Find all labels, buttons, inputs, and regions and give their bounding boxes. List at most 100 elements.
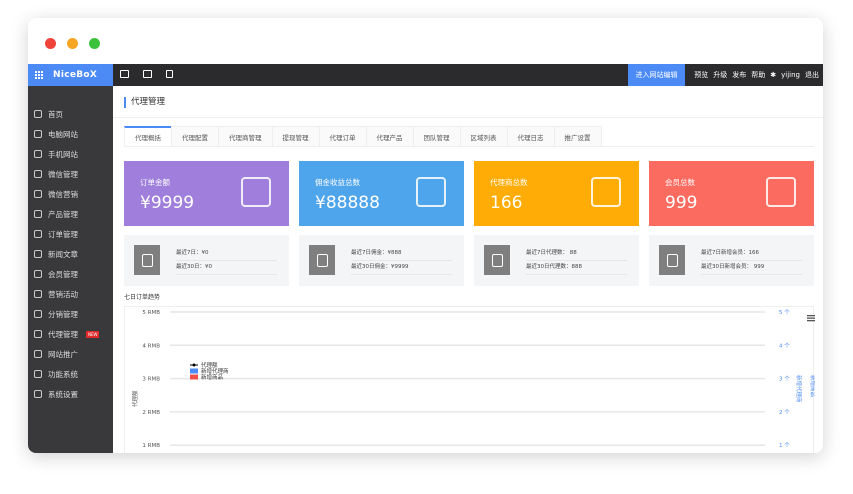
sidebar-item-label: 功能系统	[48, 369, 78, 379]
preview-link[interactable]: 预览	[694, 71, 709, 79]
chart-menu-icon[interactable]	[807, 315, 816, 317]
legend-label[interactable]: 代理额	[201, 361, 218, 369]
tab[interactable]: 代理概括	[124, 126, 172, 146]
monitor-icon	[34, 130, 42, 138]
y-tick-label: 4 RMB	[142, 343, 160, 349]
stat-value: ¥88888	[315, 193, 380, 213]
tab[interactable]: 代理配置	[171, 126, 219, 146]
y2-tick-label: 1 个	[779, 442, 790, 449]
sidebar-item[interactable]: 营销活动	[28, 284, 113, 304]
page-title: 代理管理	[124, 97, 165, 108]
tab[interactable]: 代理商管理	[218, 126, 273, 146]
tablet-icon[interactable]	[143, 70, 152, 78]
user-icon	[34, 270, 42, 278]
stat-value: 999	[665, 193, 698, 213]
sidebar-item[interactable]: 首页	[28, 104, 113, 124]
new-badge: NEW	[86, 330, 100, 338]
y2-tick-label: 3 个	[779, 376, 790, 383]
chart-icon	[34, 350, 42, 358]
sidebar-item-label: 营销活动	[48, 289, 78, 299]
tab[interactable]: 区域列表	[459, 126, 508, 146]
tab[interactable]: 代理订单	[318, 126, 367, 146]
org-chart-icon	[591, 177, 621, 207]
sidebar-item[interactable]: 手机网站	[28, 144, 113, 164]
divider	[113, 117, 823, 118]
recent-30-days: 最近30日佣金：¥9999	[351, 261, 452, 275]
legend-swatch[interactable]	[190, 374, 198, 380]
tab[interactable]: 提现管理	[271, 126, 320, 146]
sidebar-item[interactable]: 订单管理	[28, 224, 113, 244]
chart-menu-icon[interactable]	[807, 320, 816, 322]
y2-axis-label: 新增商品	[809, 375, 815, 398]
document-check-icon	[309, 245, 335, 275]
sidebar-item-label: 产品管理	[48, 209, 78, 219]
tab[interactable]: 推广设置	[553, 126, 602, 146]
folder-icon	[766, 177, 796, 207]
close-dot[interactable]	[45, 38, 56, 49]
stat-card: 佣金收益总数 ¥88888	[299, 161, 464, 226]
help-link[interactable]: 帮助	[751, 71, 766, 79]
main-content: 代理管理 代理概括 代理配置 代理商管理 提现管理 代理订单 代理产品 团队管理 区域列表 代理…	[113, 86, 823, 453]
gear-icon	[34, 390, 42, 398]
apps-grid-icon[interactable]	[35, 71, 43, 79]
hierarchy-icon	[34, 310, 42, 318]
sidebar-item-label: 订单管理	[48, 229, 78, 239]
tab[interactable]: 代理产品	[365, 126, 414, 146]
legend-label[interactable]: 新增代理商	[201, 367, 229, 375]
sidebar-item[interactable]: 分销管理	[28, 304, 113, 324]
cart-icon	[34, 230, 42, 238]
document-check-icon	[659, 245, 685, 275]
maximize-dot[interactable]	[89, 38, 100, 49]
stat-value: ¥9999	[140, 193, 195, 213]
legend-label[interactable]: 新增商品	[201, 373, 224, 381]
logout-link[interactable]: 退出	[805, 71, 819, 79]
minimize-dot[interactable]	[67, 38, 78, 49]
tab[interactable]: 团队管理	[412, 126, 461, 146]
sidebar-item[interactable]: 系统设置	[28, 384, 113, 404]
mobile-icon[interactable]	[166, 70, 173, 78]
sidebar-item[interactable]: 电脑网站	[28, 124, 113, 144]
y2-axis-label: 新增代理商	[795, 375, 803, 403]
sidebar-item[interactable]: 会员管理	[28, 264, 113, 284]
y-tick-label: 2 RMB	[142, 410, 160, 416]
sidebar-item[interactable]: 微信管理	[28, 164, 113, 184]
legend-swatch[interactable]	[190, 368, 198, 374]
sidebar-item-label: 电脑网站	[48, 129, 78, 139]
gear-icon[interactable]: ✱	[770, 71, 777, 79]
tab-bar: 代理概括 代理配置 代理商管理 提现管理 代理订单 代理产品 团队管理 区域列表 代理日志 推广设…	[124, 126, 814, 147]
stat-detail-card: 最近7日：¥0 最近30日：¥0	[124, 235, 289, 286]
chart-menu-icon[interactable]	[807, 317, 816, 319]
tab[interactable]: 代理日志	[506, 126, 555, 146]
sidebar-item[interactable]: 网站推广	[28, 344, 113, 364]
phone-icon	[34, 150, 42, 158]
app-window: NiceBoX 进入网站编辑 预览 升级 发布 帮助 ✱ yijing 退出 首…	[28, 18, 823, 453]
username[interactable]: yijing	[781, 71, 800, 79]
wechat-icon	[34, 170, 42, 178]
sidebar-item-label: 系统设置	[48, 389, 78, 399]
sidebar-item[interactable]: 新闻文章	[28, 244, 113, 264]
recent-7-days: 最近7日佣金：¥888	[351, 247, 452, 261]
document-check-icon	[134, 245, 160, 275]
y2-tick-label: 4 个	[779, 342, 790, 349]
publish-link[interactable]: 发布	[732, 71, 747, 79]
y-tick-label: 1 RMB	[142, 443, 160, 449]
tablet-chart-icon	[416, 177, 446, 207]
recent-7-days: 最近7日：¥0	[176, 247, 277, 261]
sidebar-item[interactable]: 微信营销	[28, 184, 113, 204]
desktop-icon[interactable]	[120, 70, 129, 78]
title-bar	[28, 18, 823, 64]
order-trend-chart: 5 RMB 5 个 4 RMB 4 个 3 RMB 3 个 2 RMB 2 个 1 RMB 1 个…	[124, 306, 817, 453]
y-tick-label: 3 RMB	[142, 377, 160, 383]
sidebar-item[interactable]: 功能系统	[28, 364, 113, 384]
enter-editor-button[interactable]: 进入网站编辑	[628, 64, 685, 86]
stat-label: 代理商总数	[490, 178, 528, 187]
gamepad-icon	[34, 190, 42, 198]
upgrade-link[interactable]: 升级	[713, 71, 728, 79]
agent-icon	[34, 330, 42, 338]
stat-label: 佣金收益总数	[315, 178, 360, 187]
logo[interactable]: NiceBoX	[28, 64, 113, 86]
stat-card: 代理商总数 166	[474, 161, 639, 226]
sidebar-item[interactable]: 代理管理 NEW	[28, 324, 113, 344]
sidebar-item[interactable]: 产品管理	[28, 204, 113, 224]
recent-7-days: 最近7日代理数： 88	[526, 247, 627, 261]
